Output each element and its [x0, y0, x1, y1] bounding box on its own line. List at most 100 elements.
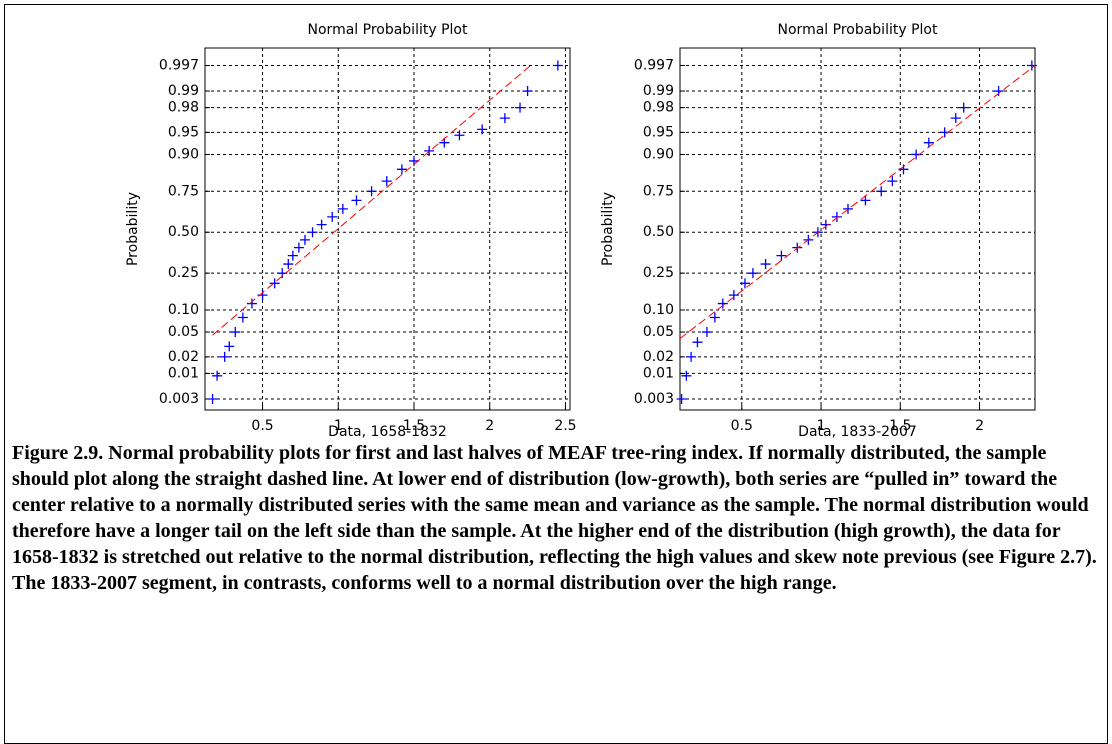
- y-tick-label: 0.75: [168, 183, 199, 199]
- data-point: [307, 227, 318, 238]
- x-tick-label: 2: [485, 418, 494, 434]
- charts: Normal Probability Plot Data, 1658-1832 Pr…: [125, 22, 1037, 440]
- x-axis-label: Data, 1658-1832: [328, 424, 447, 440]
- y-tick-label: 0.10: [168, 302, 199, 318]
- data-point: [366, 186, 377, 197]
- x-tick-label: 1.5: [403, 418, 425, 434]
- data-point: [701, 327, 712, 338]
- data-point: [681, 370, 692, 381]
- y-tick-label: 0.01: [643, 365, 674, 381]
- y-tick-label: 0.01: [168, 365, 199, 381]
- y-tick-label: 0.99: [643, 83, 674, 99]
- data-point: [1026, 60, 1037, 71]
- y-tick-label: 0.95: [168, 124, 199, 140]
- data-point: [293, 242, 304, 253]
- plot-frame: [204, 47, 571, 411]
- data-point: [692, 337, 703, 348]
- reference-line: [679, 65, 1036, 339]
- data-point: [439, 137, 450, 148]
- x-tick-label: 1: [334, 418, 343, 434]
- data-point: [842, 203, 853, 214]
- caption: Figure 2.9. Normal probability plots for…: [12, 442, 1097, 594]
- data-point: [207, 393, 218, 404]
- data-point: [351, 195, 362, 206]
- data-point: [747, 268, 758, 279]
- data-point: [287, 250, 298, 261]
- x-tick-label: 2: [975, 418, 984, 434]
- data-point: [760, 259, 771, 270]
- reference-line: [212, 65, 531, 336]
- data-point: [860, 195, 871, 206]
- data-point: [950, 113, 961, 124]
- data-point: [337, 203, 348, 214]
- plot-frame: [679, 47, 1036, 411]
- y-tick-label: 0.99: [168, 83, 199, 99]
- data-point: [676, 393, 687, 404]
- data-point: [327, 211, 338, 222]
- data-point: [522, 86, 533, 97]
- data-point: [686, 351, 697, 362]
- y-tick-label: 0.02: [643, 349, 674, 365]
- data-point: [876, 186, 887, 197]
- data-point: [728, 290, 739, 301]
- data-point: [739, 278, 750, 289]
- data-point: [717, 298, 728, 309]
- y-tick-label: 0.90: [168, 146, 199, 162]
- data-point: [246, 298, 257, 309]
- y-tick-label: 0.05: [168, 324, 199, 340]
- y-tick-label: 0.10: [643, 302, 674, 318]
- x-tick-label: 1.5: [889, 418, 911, 434]
- data-point: [396, 164, 407, 175]
- data-point: [776, 250, 787, 261]
- data-point: [316, 219, 327, 230]
- data-point: [887, 176, 898, 187]
- y-tick-label: 0.98: [168, 100, 199, 116]
- data-point: [923, 137, 934, 148]
- x-tick-label: 0.5: [251, 418, 273, 434]
- y-tick-label: 0.02: [168, 349, 199, 365]
- y-tick-label: 0.90: [643, 146, 674, 162]
- y-tick-label: 0.50: [168, 224, 199, 240]
- data-point: [424, 145, 435, 156]
- y-tick-label: 0.50: [643, 224, 674, 240]
- data-point: [552, 60, 563, 71]
- x-axis-label: Data, 1833-2007: [798, 424, 917, 440]
- y-tick-label: 0.75: [643, 183, 674, 199]
- data-point: [477, 124, 488, 135]
- data-point: [958, 102, 969, 113]
- data-point: [219, 351, 230, 362]
- y-axis-label: Probability: [125, 192, 141, 266]
- y-tick-label: 0.05: [643, 324, 674, 340]
- data-point: [831, 211, 842, 222]
- data-point: [224, 341, 235, 352]
- data-point: [499, 113, 510, 124]
- y-tick-label: 0.98: [643, 100, 674, 116]
- data-point: [792, 242, 803, 253]
- x-tick-label: 0.5: [731, 418, 753, 434]
- chart-title: Normal Probability Plot: [308, 22, 468, 38]
- data-point: [820, 219, 831, 230]
- data-point: [515, 102, 526, 113]
- y-tick-label: 0.997: [634, 57, 674, 73]
- y-tick-label: 0.003: [634, 391, 674, 407]
- data-point: [212, 370, 223, 381]
- y-axis-label: Probability: [600, 192, 616, 266]
- x-tick-label: 2.5: [554, 418, 576, 434]
- y-tick-label: 0.997: [159, 57, 199, 73]
- data-point: [283, 259, 294, 270]
- data-point: [993, 86, 1004, 97]
- data-point: [269, 278, 280, 289]
- x-tick-label: 1: [817, 418, 826, 434]
- data-point: [709, 312, 720, 323]
- data-point: [230, 327, 241, 338]
- y-tick-label: 0.003: [159, 391, 199, 407]
- y-tick-label: 0.95: [643, 124, 674, 140]
- data-point: [299, 234, 310, 245]
- data-point: [381, 176, 392, 187]
- data-point: [237, 312, 248, 323]
- chart-title: Normal Probability Plot: [778, 22, 938, 38]
- y-tick-label: 0.25: [643, 265, 674, 281]
- y-tick-label: 0.25: [168, 265, 199, 281]
- data-point: [454, 130, 465, 141]
